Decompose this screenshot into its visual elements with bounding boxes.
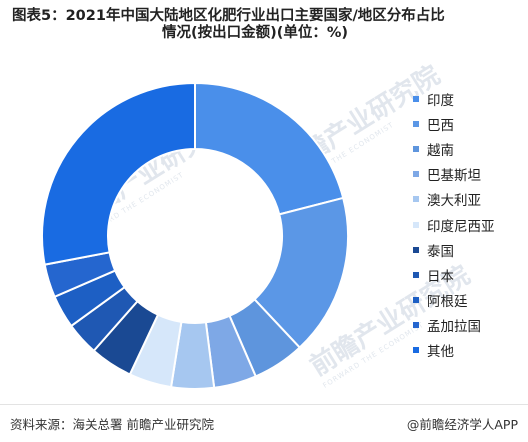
- legend-swatch: [413, 221, 419, 228]
- legend-swatch: [413, 171, 419, 178]
- legend-swatch: [413, 246, 419, 253]
- legend-item: 澳大利亚: [413, 187, 495, 212]
- legend-swatch: [413, 297, 419, 304]
- legend-item: 日本: [413, 262, 495, 287]
- title-line-2: 情况(按出口金额)(单位：%): [162, 25, 349, 41]
- legend-label: 印度尼西亚: [427, 218, 495, 235]
- legend-label: 其他: [427, 344, 454, 361]
- legend-label: 澳大利亚: [427, 193, 481, 210]
- legend-item: 印度: [413, 86, 495, 111]
- legend-swatch: [413, 145, 419, 152]
- legend-label: 阿根廷: [427, 294, 468, 311]
- legend-item: 巴西: [413, 111, 495, 136]
- chart-legend: 印度巴西越南巴基斯坦澳大利亚印度尼西亚泰国日本阿根廷孟加拉国其他: [413, 86, 495, 363]
- brand-label: @前瞻经济学人APP: [406, 417, 518, 432]
- legend-item: 印度尼西亚: [413, 212, 495, 237]
- chart-title: 图表5：2021年中国大陆地区化肥行业出口主要国家/地区分布占比 情况(按出口金…: [12, 8, 452, 42]
- legend-item: 其他: [413, 338, 495, 363]
- legend-label: 越南: [427, 142, 454, 159]
- legend-swatch: [413, 271, 419, 278]
- legend-swatch: [413, 196, 419, 203]
- legend-item: 孟加拉国: [413, 313, 495, 338]
- legend-item: 泰国: [413, 237, 495, 262]
- legend-swatch: [413, 120, 419, 127]
- legend-swatch: [413, 347, 419, 354]
- title-line-1: 图表5：2021年中国大陆地区化肥行业出口主要国家/地区分布占比: [12, 8, 445, 24]
- legend-label: 印度: [427, 92, 454, 109]
- legend-item: 阿根廷: [413, 288, 495, 313]
- legend-item: 越南: [413, 136, 495, 161]
- legend-label: 巴基斯坦: [427, 168, 481, 185]
- source-note: 资料来源：海关总署 前瞻产业研究院: [10, 417, 214, 432]
- legend-label: 巴西: [427, 117, 454, 134]
- donut-slice: [194, 81, 345, 216]
- legend-swatch: [413, 95, 419, 102]
- legend-label: 泰国: [427, 243, 454, 260]
- legend-label: 孟加拉国: [427, 319, 481, 336]
- legend-item: 巴基斯坦: [413, 162, 495, 187]
- legend-label: 日本: [427, 268, 454, 285]
- footer: 资料来源：海关总署 前瞻产业研究院 @前瞻经济学人APP: [0, 404, 528, 442]
- legend-swatch: [413, 322, 419, 329]
- donut-slice: [41, 81, 196, 266]
